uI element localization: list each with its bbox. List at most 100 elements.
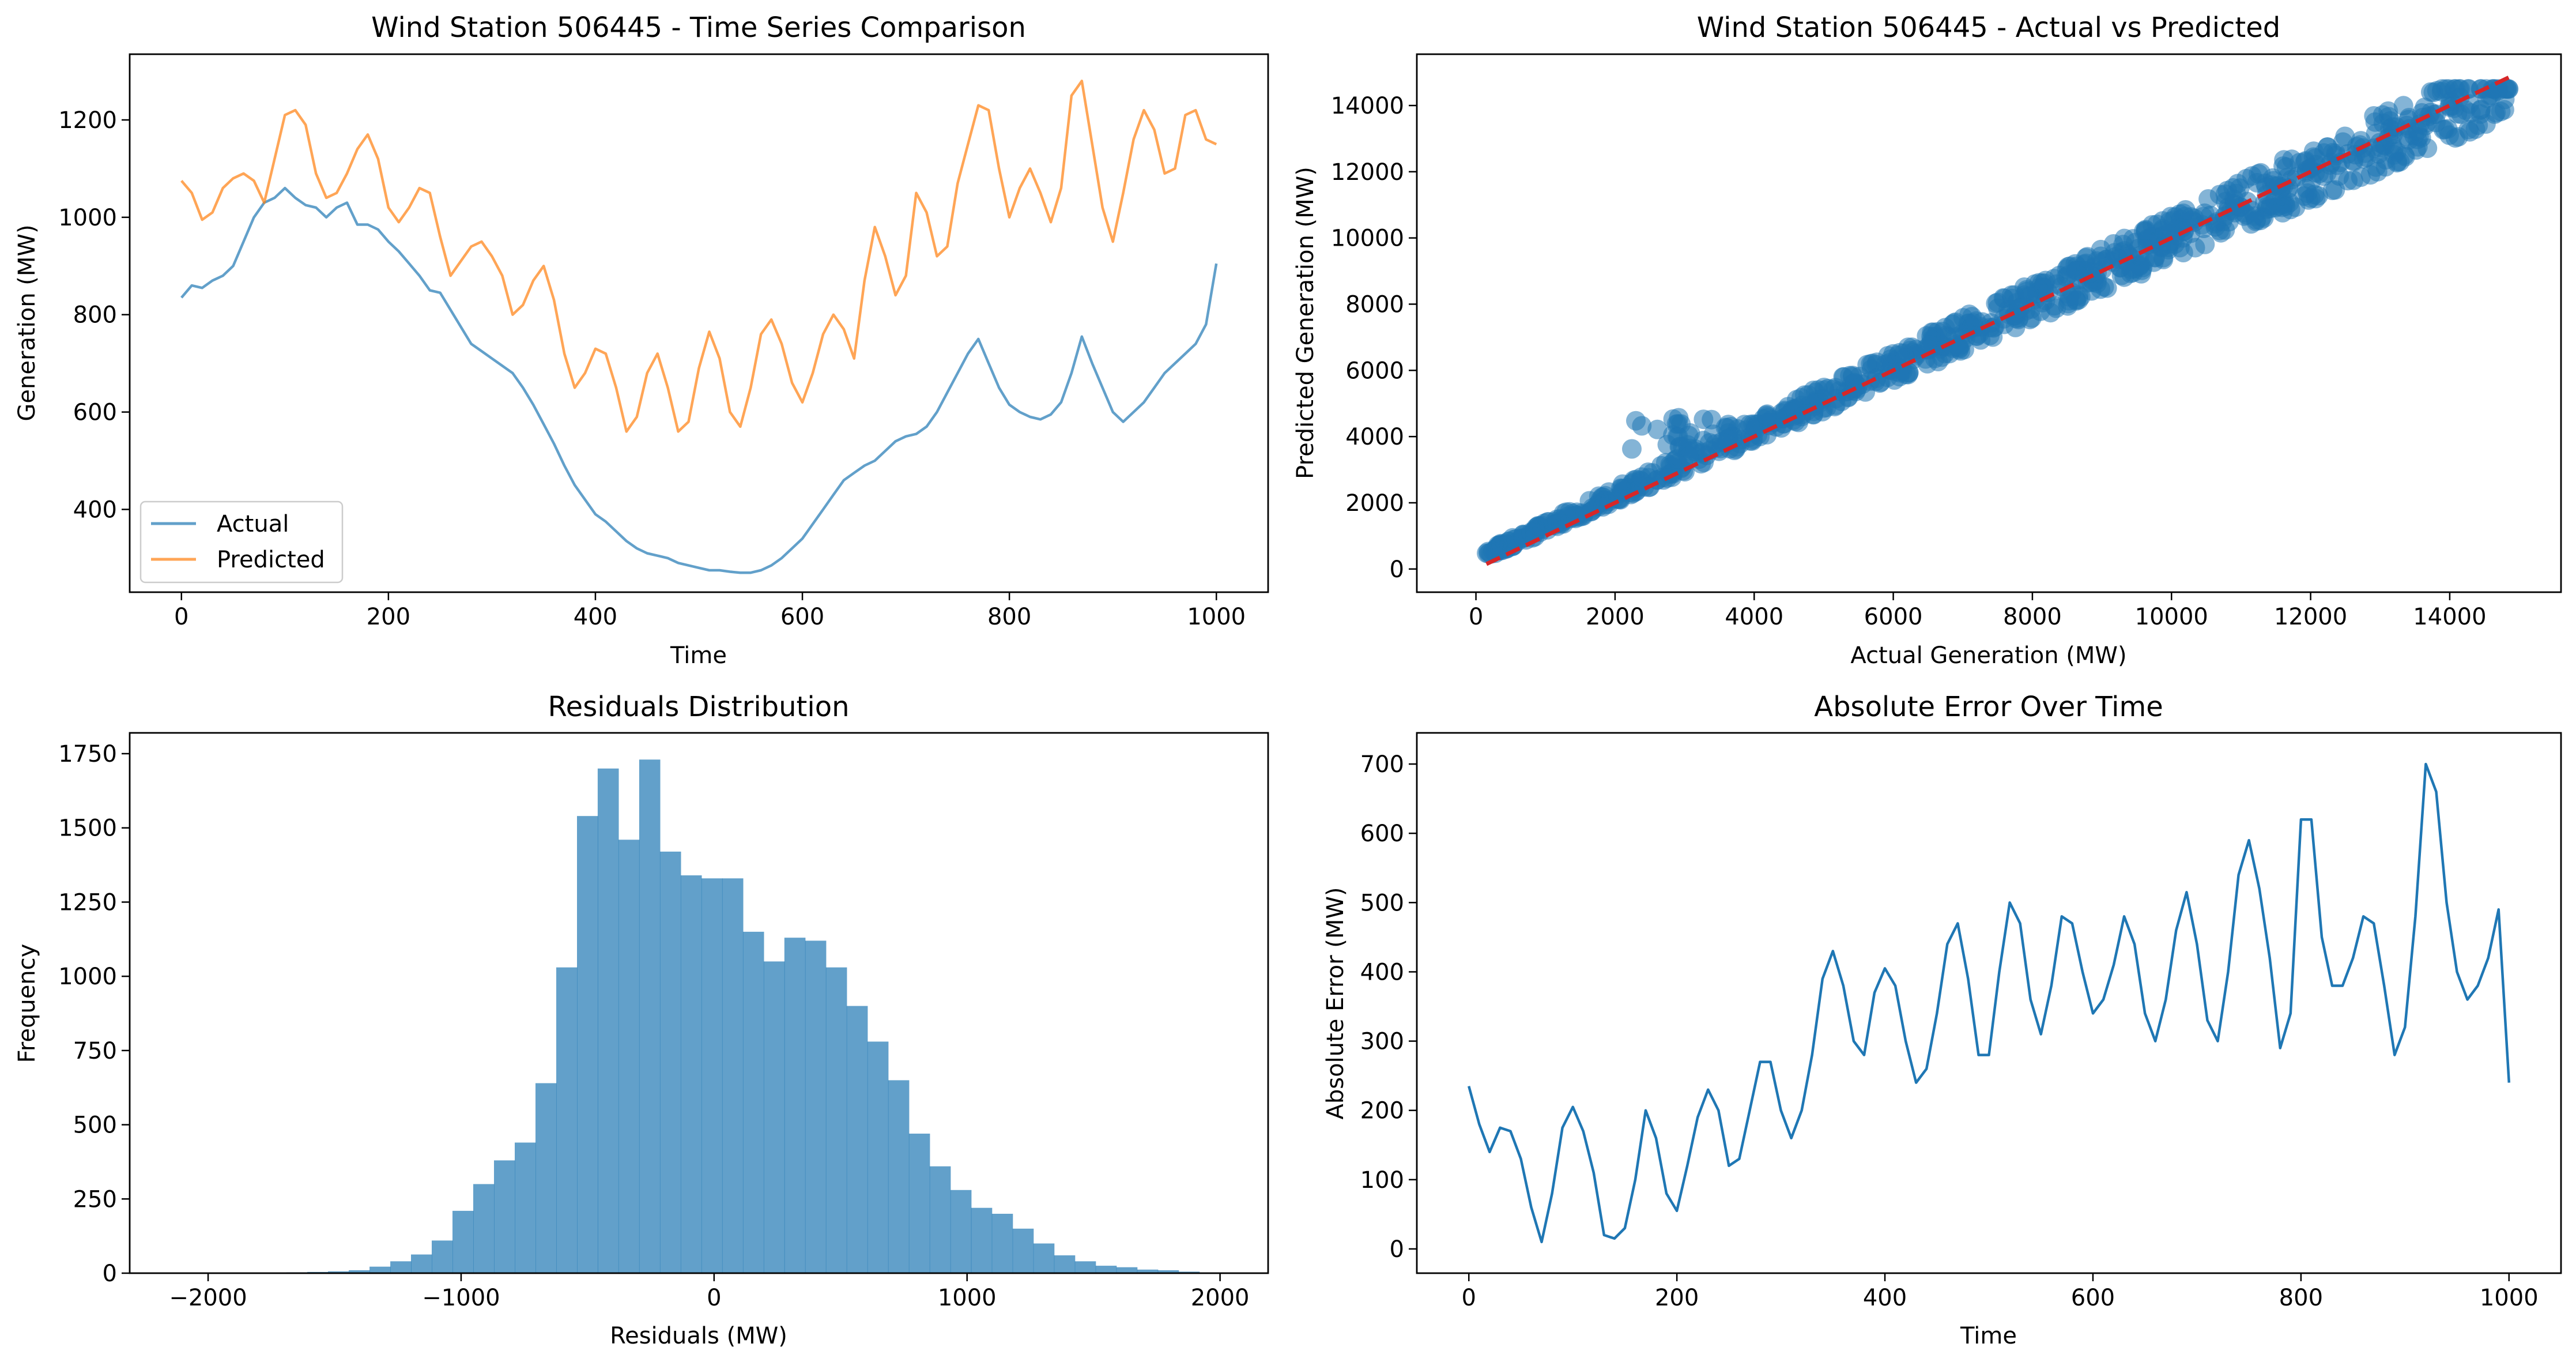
y-tick-label: 2000 [1345, 490, 1404, 517]
histogram-bar [639, 759, 661, 1273]
scatter-point [1861, 354, 1881, 374]
actual-line [180, 186, 1218, 574]
abs-error-x-label: Time [1960, 1323, 2017, 1349]
time-series-legend: Actual Predicted [139, 501, 344, 584]
histogram-bar [950, 1190, 972, 1273]
y-tick-label: 1000 [58, 205, 117, 231]
histogram-bar [1012, 1228, 1034, 1273]
time-series-y-ticks: 400 600 800 1000 1200 [58, 107, 130, 523]
scatter-point [2322, 180, 2343, 201]
histogram-bar [535, 1083, 557, 1273]
histogram-bar [784, 938, 806, 1273]
series-line [1468, 762, 2511, 1244]
histogram-bar [1095, 1266, 1117, 1273]
scatter-point [2367, 161, 2388, 182]
scatter-point [2456, 100, 2476, 120]
scatter-point [2136, 220, 2156, 240]
scatter-point [2318, 137, 2337, 157]
residuals-title: Residuals Distribution [548, 691, 849, 723]
scatter-y-label: Predicted Generation (MW) [1292, 167, 1319, 479]
histogram-bar [349, 1270, 370, 1273]
scatter-point [2091, 279, 2111, 299]
scatter-point [2211, 223, 2231, 243]
residuals-x-ticks: −2000 −1000 0 1000 2000 [169, 1273, 1250, 1311]
x-tick-label: 8000 [2003, 604, 2062, 630]
scatter-point [2387, 142, 2407, 162]
histogram-bar [846, 1006, 868, 1273]
x-tick-label: 10000 [2135, 604, 2208, 630]
histogram-bar [722, 878, 744, 1273]
x-tick-label: 6000 [1864, 604, 1923, 630]
scatter-point [2488, 81, 2508, 101]
scatter-point [1668, 427, 1688, 447]
scatter-point [1815, 380, 1835, 400]
scatter-point [2009, 298, 2030, 318]
y-tick-label: 300 [1360, 1029, 1404, 1055]
time-series-frame [129, 53, 1269, 593]
y-tick-label: 10000 [1331, 225, 1404, 252]
scatter-point [2446, 79, 2466, 99]
scatter-point [2265, 198, 2285, 218]
x-tick-label: 800 [2279, 1285, 2323, 1311]
residuals-plot-area [183, 759, 1262, 1273]
scatter-point [1647, 419, 1668, 439]
residuals-frame [129, 732, 1269, 1274]
y-tick-label: 750 [73, 1038, 117, 1064]
legend-predicted-label: Predicted [217, 547, 325, 573]
scatter-point [1488, 535, 1508, 555]
y-tick-label: 100 [1360, 1167, 1404, 1194]
y-tick-label: 400 [1360, 959, 1404, 985]
scatter-plot-area [1477, 76, 2519, 566]
abs-error-title: Absolute Error Over Time [1814, 691, 2163, 723]
abs-error-panel: 0 200 400 600 800 1000 0 100 200 300 400 500 600 700… [1322, 691, 2562, 1349]
histogram-bar [473, 1184, 495, 1273]
histogram-bar [971, 1207, 993, 1273]
y-tick-label: 1200 [58, 107, 117, 134]
histogram-bar [701, 878, 723, 1273]
scatter-point [2163, 231, 2183, 251]
y-tick-label: 400 [73, 496, 117, 523]
histogram-bar [991, 1214, 1013, 1273]
y-tick-label: 4000 [1345, 424, 1404, 450]
histogram-bar [867, 1041, 889, 1273]
histogram-bar [515, 1142, 536, 1273]
y-tick-label: 0 [1390, 556, 1404, 583]
scatter-point [2309, 164, 2329, 183]
abs-error-y-ticks: 0 100 200 300 400 500 600 700 [1360, 751, 1417, 1263]
histogram-bar [432, 1240, 453, 1273]
x-tick-label: 2000 [1191, 1285, 1250, 1311]
time-series-x-label: Time [670, 642, 727, 669]
scatter-point [2070, 287, 2091, 307]
scatter-point [2298, 183, 2318, 203]
histogram-bar [888, 1080, 910, 1273]
histogram-bar [659, 851, 681, 1273]
y-tick-label: 500 [1360, 890, 1404, 916]
scatter-point [1922, 330, 1941, 350]
scatter-x-ticks: 0 2000 4000 6000 8000 10000 12000 14000 [1469, 592, 2487, 630]
histogram-bar [763, 961, 785, 1273]
y-tick-label: 600 [73, 400, 117, 426]
scatter-point [1525, 520, 1545, 540]
residuals-y-ticks: 0 250 500 750 1000 1250 1500 1750 [58, 741, 130, 1287]
y-tick-label: 0 [1390, 1236, 1404, 1263]
x-tick-label: 14000 [2413, 604, 2486, 630]
histogram-bar [742, 931, 764, 1273]
residuals-y-label: Frequency [14, 944, 40, 1063]
histogram-bar [618, 840, 640, 1273]
scatter-x-label: Actual Generation (MW) [1850, 642, 2126, 669]
scatter-point [2195, 234, 2215, 254]
y-tick-label: 1500 [58, 815, 117, 842]
histogram-bar [494, 1160, 515, 1273]
histogram-bar [411, 1254, 432, 1273]
legend-box [139, 501, 344, 584]
abs-error-plot-area [1468, 762, 2511, 1244]
scatter-point [1718, 415, 1738, 435]
scatter-point [2406, 140, 2426, 160]
histogram-bar [328, 1271, 349, 1273]
scatter-point [2163, 210, 2183, 230]
x-tick-label: 4000 [1725, 604, 1783, 630]
histogram-bar [1033, 1243, 1055, 1273]
histogram-bar [1054, 1255, 1076, 1273]
scatter-y-ticks: 0 2000 4000 6000 8000 10000 12000 14000 [1331, 93, 1417, 583]
